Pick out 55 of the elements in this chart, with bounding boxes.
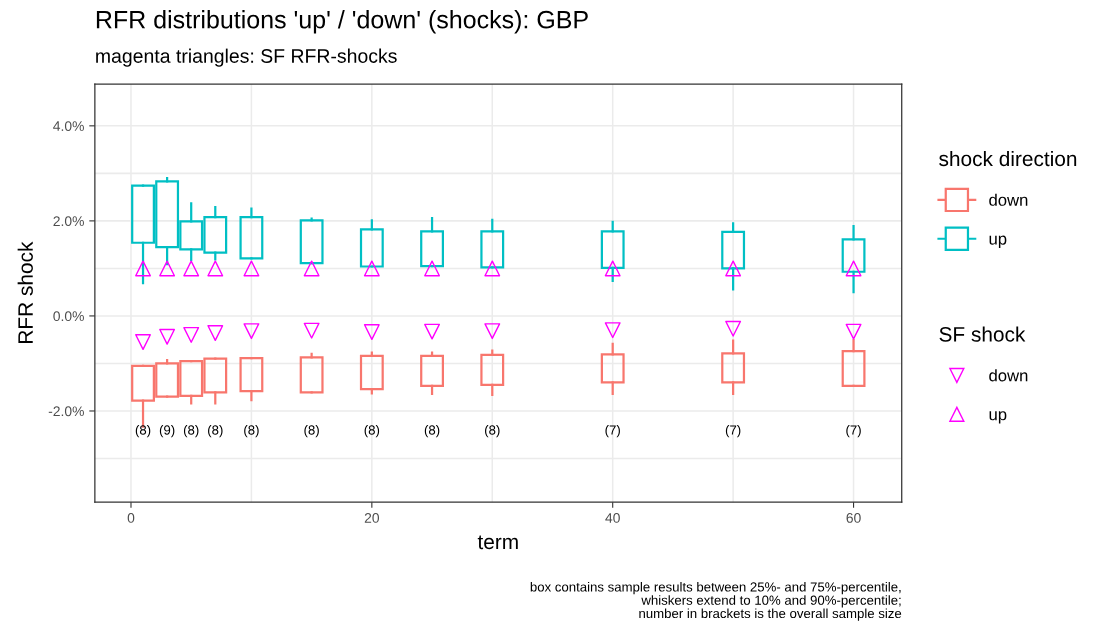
y-axis-title: RFR shock: [17, 241, 33, 343]
point: [484, 323, 501, 340]
annotation: (7): [846, 424, 861, 438]
text: SF shock: [939, 326, 1026, 342]
x-tick-label: 0: [127, 513, 135, 523]
x-axis-title: term: [477, 535, 518, 550]
annotation: (8): [304, 424, 319, 438]
annotation: (8): [244, 424, 259, 438]
point: [243, 260, 260, 277]
point: [183, 260, 200, 277]
x-tick-label: 40: [605, 513, 620, 523]
point: [243, 323, 260, 340]
legend-label: down: [989, 193, 1028, 206]
y-tick-label: 0.0%: [53, 311, 84, 322]
y-tick-label: -2.0%: [48, 406, 84, 417]
y-tick-label: 2.0%: [53, 216, 84, 227]
y-tick-label: 4.0%: [53, 121, 84, 132]
point: [135, 260, 152, 277]
point: [845, 323, 862, 340]
point: [207, 260, 224, 277]
text: shock direction: [939, 150, 1077, 167]
annotation: (8): [135, 424, 151, 438]
point: [135, 334, 152, 351]
point: [183, 326, 200, 343]
annotation: (7): [725, 424, 741, 438]
annotation: (8): [424, 424, 440, 438]
point: [303, 260, 320, 277]
x-tick-label: 60: [846, 513, 861, 523]
point: [207, 325, 224, 342]
point: [424, 323, 441, 340]
annotation: (9): [159, 424, 175, 438]
point: [484, 260, 501, 277]
point: [303, 322, 320, 339]
point: [845, 260, 862, 277]
chart-subtitle: magenta triangles: SF RFR-shocks: [96, 48, 397, 67]
annotation: (8): [364, 424, 380, 438]
point: [424, 260, 441, 277]
chart-title: RFR distributions 'up' / 'down' (shocks): GBP: [96, 10, 588, 34]
legend-label: down: [989, 369, 1028, 382]
legend-label: up: [989, 411, 1007, 424]
text: box contains sample results between 25%- and 75%-percentile, whiskers extend to 10% and 90%-percentile; number in brackets is the overall sample size: [530, 581, 902, 621]
x-tick-label: 20: [364, 513, 380, 523]
point: [725, 260, 742, 277]
point: [363, 324, 380, 341]
annotation: (8): [485, 424, 500, 438]
point: [159, 260, 176, 277]
legend-label: up: [989, 235, 1007, 249]
point: [363, 260, 380, 277]
point: [159, 328, 176, 345]
point: [604, 322, 621, 339]
annotation: (8): [208, 424, 223, 438]
annotation: (7): [605, 424, 620, 438]
annotation: (8): [183, 424, 199, 438]
point: [725, 320, 742, 337]
point: [604, 260, 621, 277]
